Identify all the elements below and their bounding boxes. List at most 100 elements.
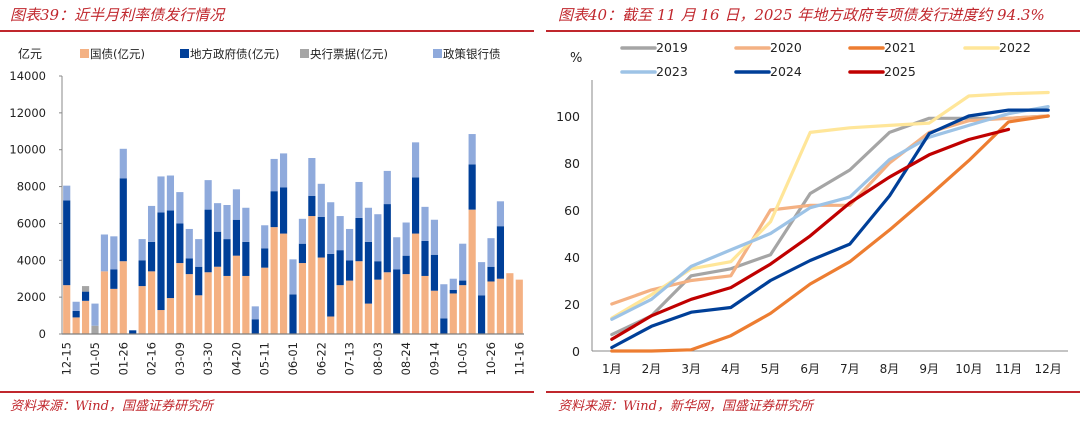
series-line-2024 [610,108,1050,350]
bar-segment-3 [213,203,222,232]
series-line-2020 [610,114,1050,306]
right-title-divider [546,30,1080,32]
bar-segment-0 [204,272,212,334]
legend-label-0: 国债(亿元) [90,47,145,61]
bar-segment-1 [72,310,80,318]
x-tick-label: 06-01 [286,342,300,375]
bar-segment-1 [496,226,505,279]
bar-segment-3 [176,192,184,224]
bar-segment-0 [81,300,90,334]
legend-swatch-1 [180,49,189,58]
y-tick-label: 20 [564,297,580,312]
bar-segment-1 [298,243,307,264]
bar-segment-3 [496,201,505,227]
bar-segment-0 [232,255,241,334]
bar-segment-3 [157,176,165,213]
bar-segment-3 [195,239,203,267]
bar-segment-1 [110,269,118,289]
x-tick-label: 10-05 [456,342,470,375]
x-tick-label: 01-26 [116,342,130,375]
bar-segment-1 [176,223,184,264]
legend-label-2025: 2025 [884,64,916,79]
bar-segment-0 [421,275,429,334]
y-tick-label: 4000 [17,253,46,267]
bar-segment-0 [261,267,269,334]
bar-segment-1 [185,258,193,275]
bar-segment-3 [440,284,448,319]
bar-segment-0 [402,274,410,334]
bar-segment-1 [468,164,476,210]
right-chart-source: 资料来源：Wind，新华网，国盛证券研究所 [558,399,813,414]
bar-segment-3 [63,185,71,201]
y-tick-label: 6000 [17,216,46,230]
y-axis-unit-label: 亿元 [18,46,42,61]
legend-label-3: 政策银行债 [443,47,501,61]
bar-segment-1 [421,240,429,276]
bar-segment-0 [383,272,391,334]
x-tick-label: 12月 [1035,362,1062,376]
bar-segment-3 [345,228,354,261]
bar-segment-3 [270,158,278,192]
x-tick-label: 03-09 [173,342,187,375]
bar-segment-0 [317,257,325,334]
bar-segment-0 [336,285,344,334]
bar-segment-3 [430,219,439,255]
x-tick-label: 11月 [995,362,1022,376]
bar-segment-3 [487,238,495,267]
legend-label-2021: 2021 [884,40,916,55]
bar-segment-1 [355,217,363,262]
x-tick-label: 1月 [602,362,622,376]
bar-segment-2 [91,325,99,334]
bar-segment-0 [223,275,231,334]
bar-segment-1 [138,260,146,287]
bar-segment-0 [411,233,420,334]
bar-segment-0 [487,281,495,334]
bar-segment-1 [204,209,212,273]
bar-segment-1 [279,187,288,234]
bar-segment-0 [468,209,476,334]
bar-segment-3 [242,207,250,242]
bar-chart: 亿元 国债(亿元) 地方政府债(亿元) 央行票据(亿元) 政策银行债 0 2000 4000 6… [9,46,526,375]
y-tick-label: 12000 [9,106,46,120]
bar-segment-3 [449,278,457,290]
bar-segment-3 [204,180,212,210]
bar-segment-1 [223,239,231,276]
bar-segment-1 [119,178,127,262]
bar-segment-1 [251,319,259,334]
bar-segment-3 [336,216,344,251]
bar-segment-0 [308,216,316,334]
bar-segment-0 [63,285,71,334]
legend-label-2024: 2024 [770,64,802,79]
x-tick-label: 04-20 [229,342,243,375]
series-line-2025 [610,127,1011,341]
bar-segment-3 [317,183,325,217]
bar-segment-1 [270,191,278,228]
left-chart-panel: 图表39：近半月利率债发行情况 亿元 国债(亿元) 地方政府债(亿元) 央行票据(亿元… [0,6,534,414]
bar-segment-3 [298,218,307,244]
x-tick-label: 6月 [800,362,820,376]
bar-segment-3 [411,142,420,178]
bar-segment-3 [166,175,175,211]
x-tick-label: 12-15 [60,342,74,375]
bar-segment-1 [374,261,382,280]
left-chart-title: 图表39：近半月利率债发行情况 [10,6,225,24]
legend-swatch-2 [300,49,309,58]
bar-segment-1 [430,254,439,291]
y-tick-label: 40 [564,250,580,265]
legend-swatch-0 [80,49,89,58]
bar-segment-0 [270,227,278,334]
bar-segment-3 [402,222,410,256]
y-tick-label: 0 [39,327,46,341]
bar-segment-1 [195,266,203,296]
bar-segment-3 [91,303,99,326]
bar-segment-1 [242,241,250,276]
bar-segment-1 [157,212,165,311]
y-tick-label: 2000 [17,290,46,304]
bar-segment-0 [496,278,505,334]
bar-segment-1 [402,255,410,275]
bar-segment-0 [279,233,288,334]
bar-segment-3 [393,237,401,270]
x-tick-label: 08-24 [399,342,413,375]
bar-segment-0 [515,279,523,334]
bar-segment-1 [440,318,448,334]
